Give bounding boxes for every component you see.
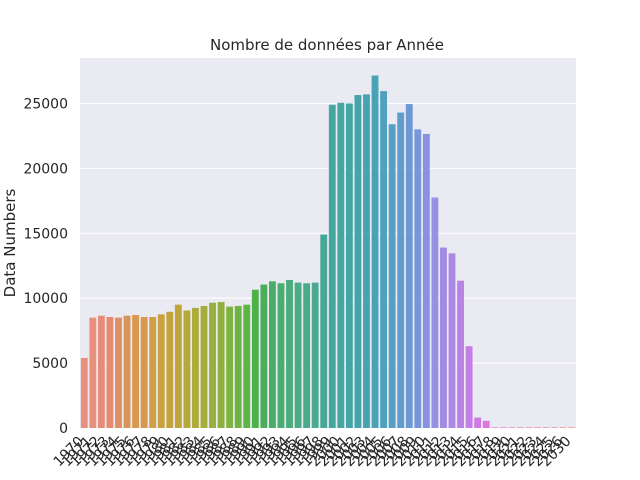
bar-2003 xyxy=(363,94,370,428)
bar-2006 xyxy=(388,124,396,429)
bar-1991 xyxy=(260,284,268,428)
bar-2013 xyxy=(448,253,456,428)
bar-1982 xyxy=(183,310,191,428)
y-tick-label: 15000 xyxy=(23,226,68,242)
bar-2010 xyxy=(422,133,430,428)
bar-2017 xyxy=(482,420,490,428)
bar-1985 xyxy=(209,302,216,428)
bar-1993 xyxy=(277,283,285,428)
bar-1970 xyxy=(80,357,88,428)
bar-2022 xyxy=(525,427,533,428)
y-tick-label: 20000 xyxy=(23,161,68,177)
bar-2004 xyxy=(371,75,379,429)
bar-2005 xyxy=(380,91,388,429)
bar-2011 xyxy=(431,197,439,428)
bar-1981 xyxy=(174,304,182,428)
bar-1983 xyxy=(192,307,199,428)
bar-1995 xyxy=(294,282,302,428)
bar-2016 xyxy=(474,417,482,428)
bar-1988 xyxy=(234,305,242,428)
bar-2030 xyxy=(568,427,576,428)
bar-2002 xyxy=(354,95,362,428)
bar-2019 xyxy=(499,427,507,428)
bar-1975 xyxy=(123,315,131,428)
bar-1976 xyxy=(132,315,140,428)
y-axis-label: Data Numbers xyxy=(1,188,19,297)
bar-1974 xyxy=(115,317,122,428)
bar-1998 xyxy=(320,234,328,428)
bar-2015 xyxy=(465,346,473,428)
bar-1973 xyxy=(106,317,114,428)
bar-1986 xyxy=(217,302,225,428)
y-tick-labels: 0 5000 10000 15000 20000 25000 xyxy=(23,96,68,437)
bar-2021 xyxy=(516,427,524,428)
y-tick-label: 5000 xyxy=(32,356,68,372)
bar-2009 xyxy=(414,129,422,428)
bar-1996 xyxy=(303,283,311,428)
bar-2025 xyxy=(551,427,559,428)
bar-2018 xyxy=(491,427,499,428)
y-tick-label: 10000 xyxy=(23,291,68,307)
bar-1997 xyxy=(311,282,319,428)
y-tick-label: 0 xyxy=(59,421,68,437)
chart-title: Nombre de données par Année xyxy=(210,36,444,54)
bar-1992 xyxy=(268,281,276,428)
bar-1978 xyxy=(149,317,157,428)
bar-1990 xyxy=(251,289,259,428)
y-tick-label: 25000 xyxy=(23,96,68,112)
bar-1994 xyxy=(286,280,293,428)
bar-1980 xyxy=(166,311,174,428)
bar-2008 xyxy=(405,104,413,429)
bar-2012 xyxy=(440,247,447,428)
bar-1979 xyxy=(157,314,165,428)
bar-2020 xyxy=(508,427,516,428)
bar-2000 xyxy=(337,102,345,428)
bar-1999 xyxy=(328,104,336,428)
bar-1989 xyxy=(243,304,251,428)
bars xyxy=(80,75,576,429)
bar-1984 xyxy=(200,305,208,428)
bar-2014 xyxy=(457,280,464,428)
bar-2024 xyxy=(542,427,550,428)
bar-1971 xyxy=(89,317,97,428)
bar-2023 xyxy=(534,427,541,428)
x-tick-labels: 1970197119721973197419751976197719781979… xyxy=(51,433,575,470)
bar-1987 xyxy=(226,306,234,428)
bar-1972 xyxy=(97,315,105,428)
bar-2001 xyxy=(345,103,353,428)
bar-1977 xyxy=(140,317,148,428)
bar-2026 xyxy=(559,427,567,428)
bar-2007 xyxy=(397,112,405,429)
